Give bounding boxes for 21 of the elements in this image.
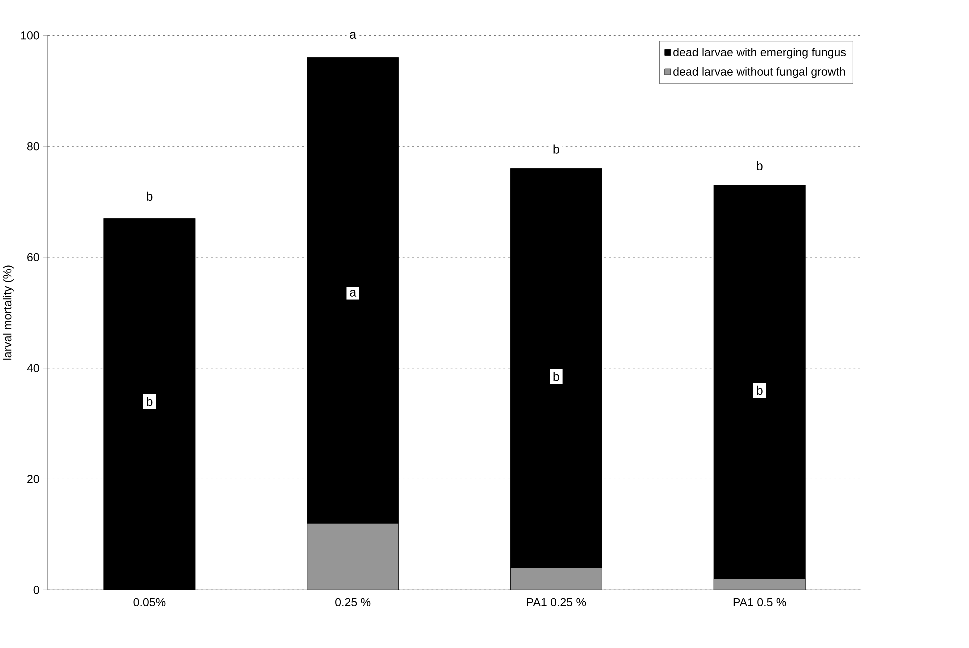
legend-label: dead larvae without fungal growth <box>674 67 846 78</box>
x-tick-label: PA1 0.25 % <box>527 598 586 607</box>
legend-label: dead larvae with emerging fungus <box>674 48 846 59</box>
annotation: b <box>757 161 763 171</box>
annotation: a <box>350 32 357 40</box>
x-tick-label: 0.05% <box>134 598 166 607</box>
y-tick-label: 20 <box>28 475 40 484</box>
annotation: b <box>147 192 153 202</box>
annotation: b <box>147 397 153 406</box>
y-tick-label: 0 <box>34 586 40 594</box>
y-tick-label: 100 <box>21 32 40 40</box>
y-tick-label: 80 <box>27 142 40 151</box>
annotation: a <box>350 290 357 297</box>
y-tick-label: 60 <box>28 253 40 262</box>
x-tick-label: PA1 0.5 % <box>734 598 786 607</box>
annotation: b <box>554 144 560 154</box>
y-tick-label: 40 <box>27 364 40 372</box>
annotation: b <box>757 386 763 396</box>
annotation: b <box>554 372 560 382</box>
x-tick-label: 0.25 % <box>336 598 371 607</box>
y-axis-title: larval mortality (%) <box>3 266 14 360</box>
